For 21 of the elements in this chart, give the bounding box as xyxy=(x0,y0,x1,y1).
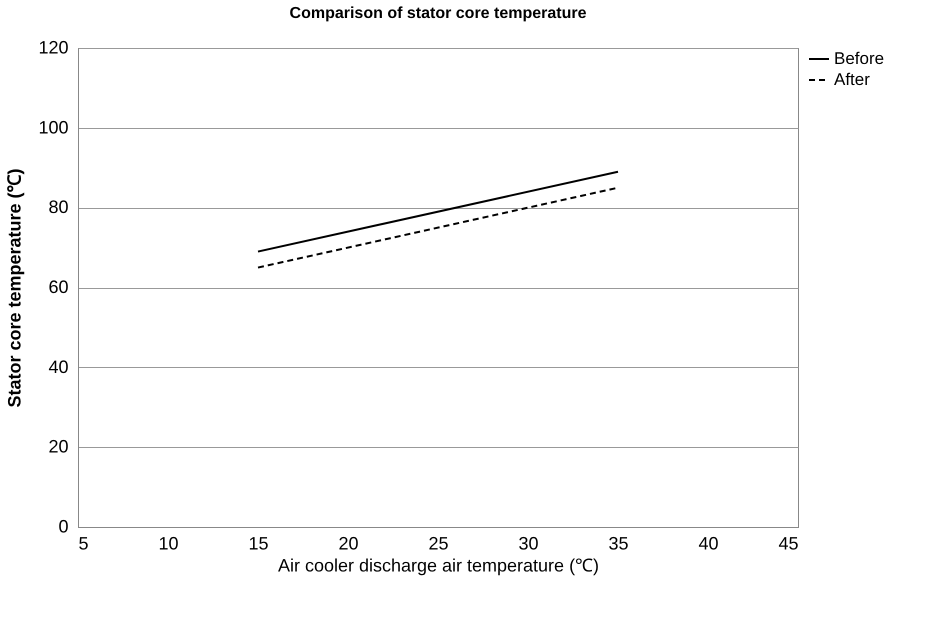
x-axis-title: Air cooler discharge air temperature (℃) xyxy=(278,556,600,576)
y-tick-label: 100 xyxy=(38,117,68,138)
x-tick-label: 35 xyxy=(608,534,629,554)
y-axis-title: Stator core temperature (℃) xyxy=(4,168,24,408)
x-tick-label: 30 xyxy=(518,534,539,554)
y-tick-label: 80 xyxy=(48,197,68,218)
x-tick-label: 10 xyxy=(158,534,179,554)
legend-label: Before xyxy=(834,49,884,68)
x-tick-label: 25 xyxy=(428,534,449,554)
y-tick-label: 60 xyxy=(48,277,68,297)
y-tick-label: 40 xyxy=(48,356,68,377)
x-tick-label: 15 xyxy=(248,534,269,554)
legend-label: After xyxy=(834,70,870,89)
x-tick-label: 20 xyxy=(338,534,359,554)
chart-title: Comparison of stator core temperature xyxy=(290,5,587,22)
y-tick-label: 0 xyxy=(58,516,68,536)
y-tick-label: 120 xyxy=(38,38,68,58)
x-tick-label: 5 xyxy=(78,534,89,554)
y-tick-label: 20 xyxy=(48,436,68,457)
x-tick-label: 45 xyxy=(778,534,798,554)
x-tick-label: 40 xyxy=(698,534,719,554)
